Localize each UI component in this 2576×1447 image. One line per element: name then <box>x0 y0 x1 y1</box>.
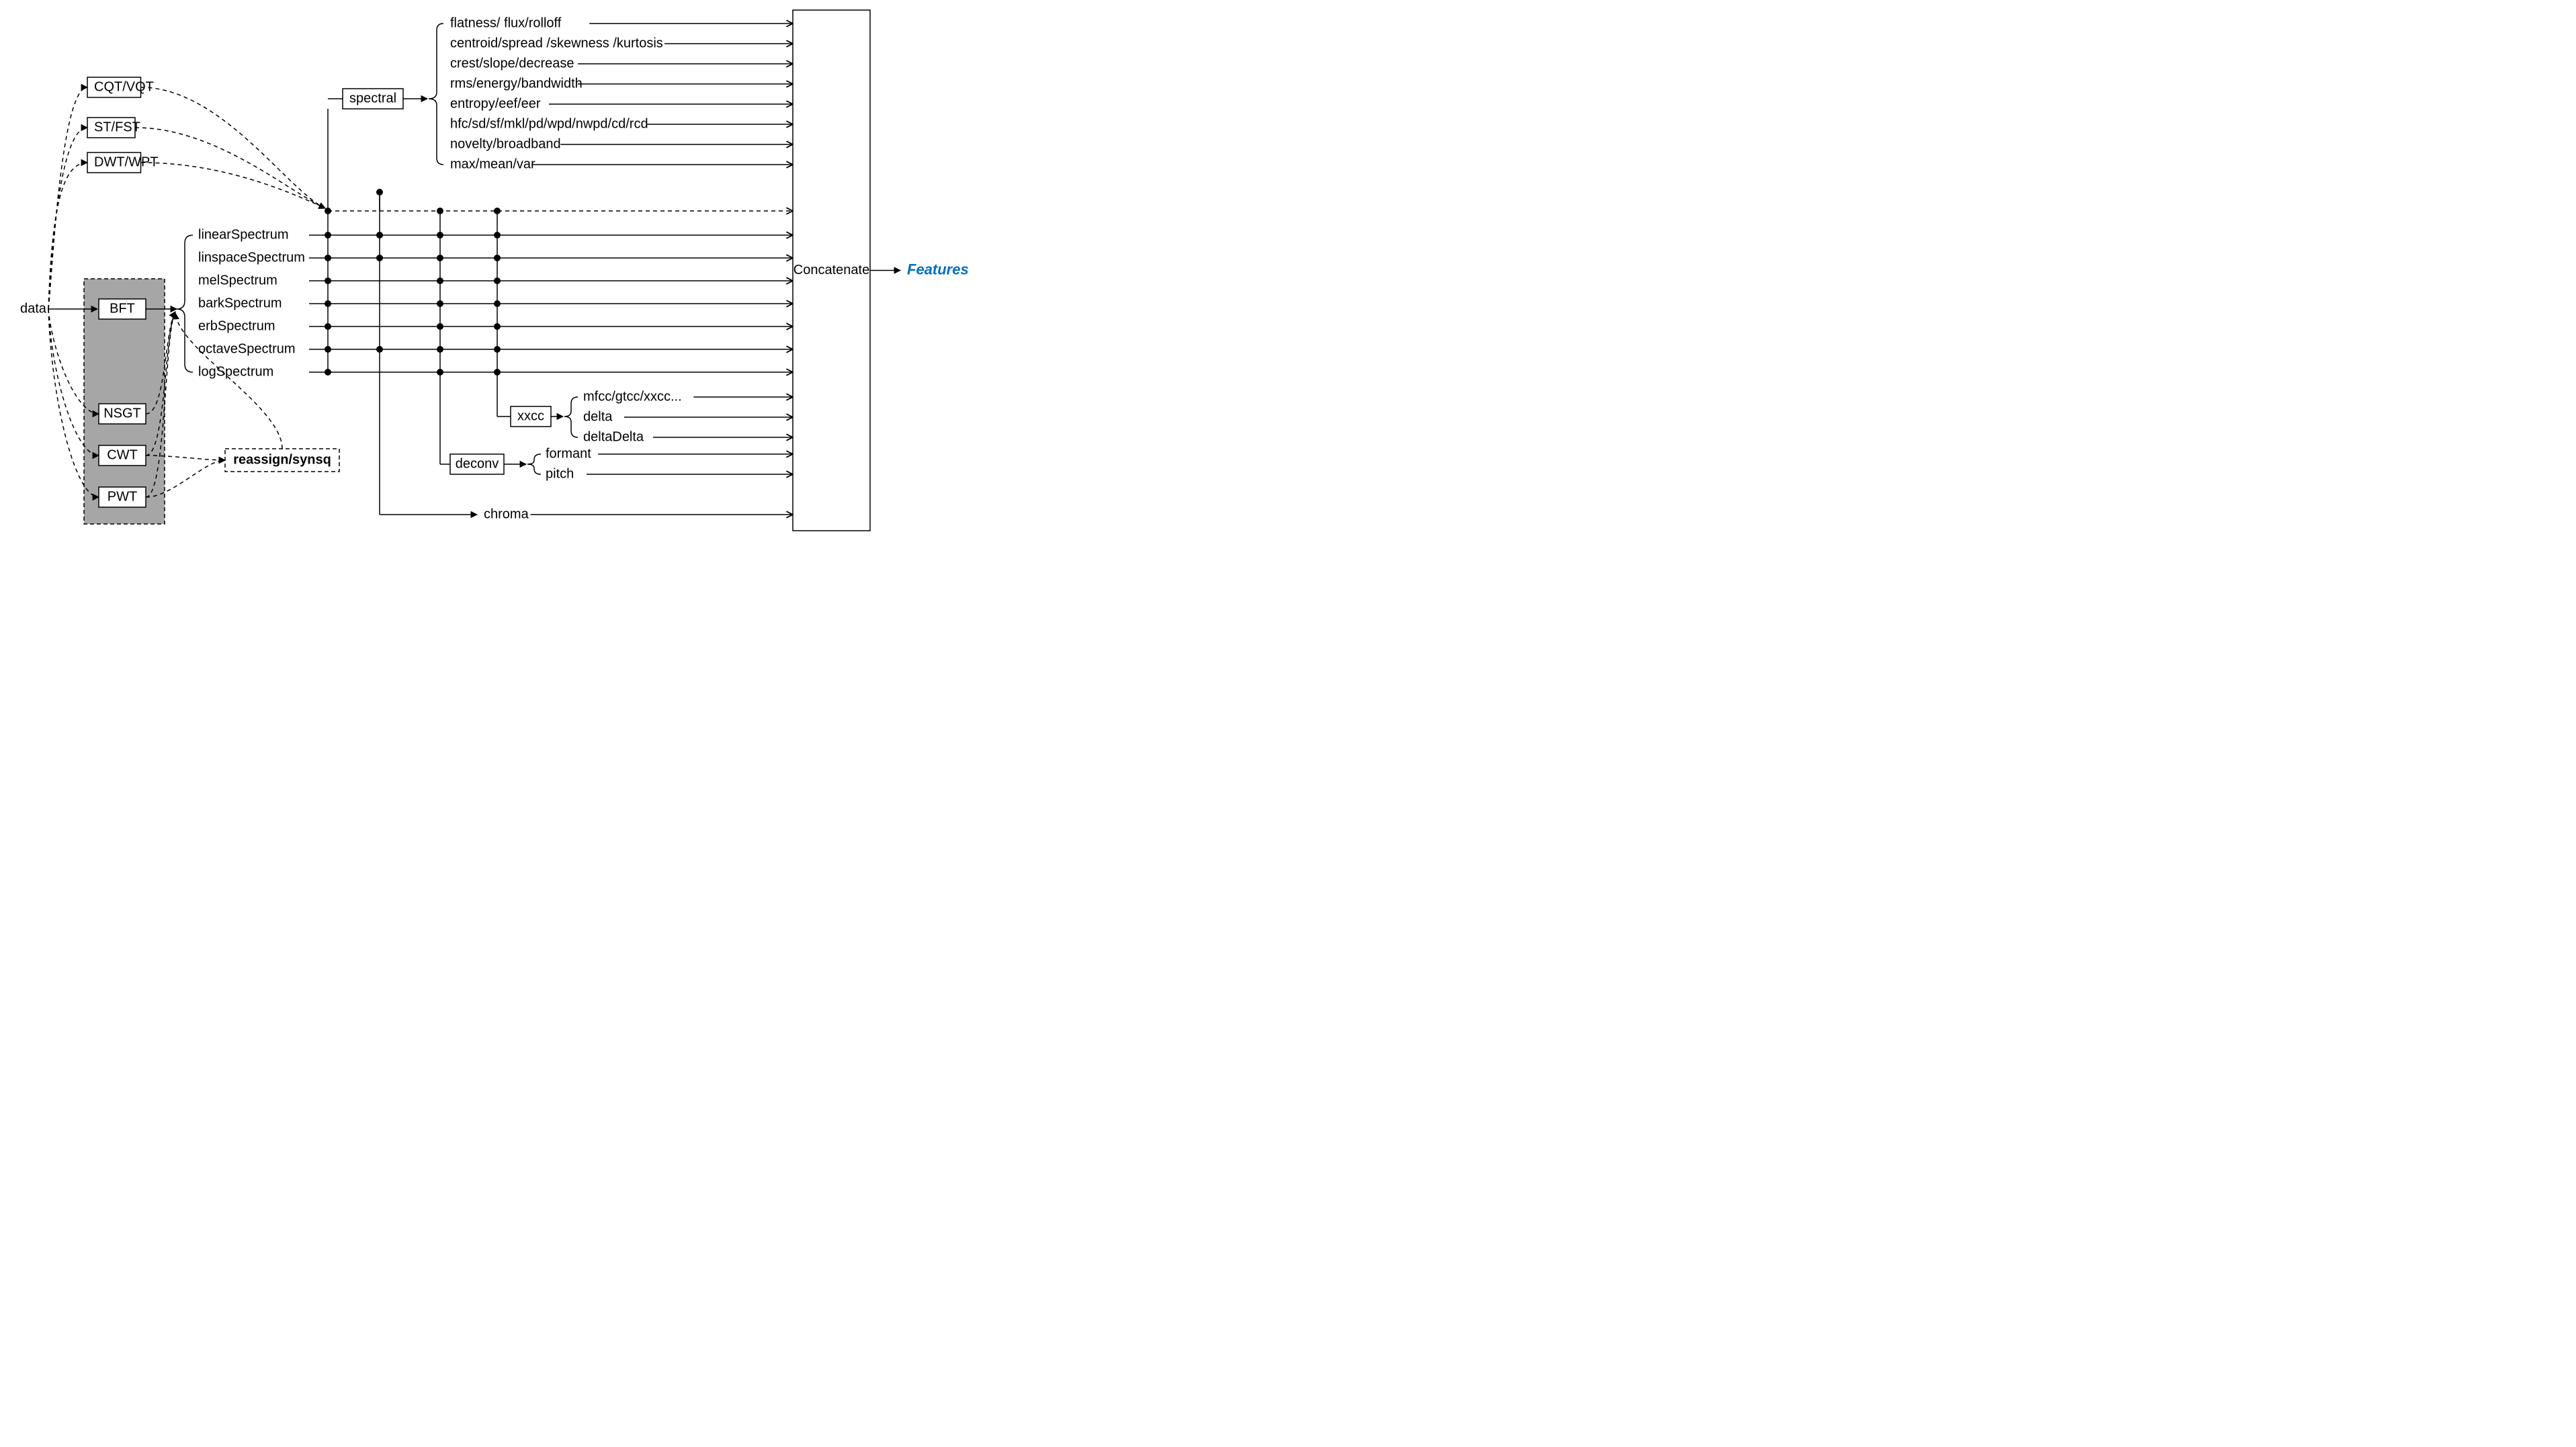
spectrum-label-0: linearSpectrum <box>198 227 289 242</box>
junction-dot <box>437 369 443 376</box>
spectral-feat-1: centroid/spread /skewness /kurtosis <box>450 36 663 50</box>
pwt-label: PWT <box>108 489 137 504</box>
chroma-label: chroma <box>484 507 529 521</box>
connector <box>135 128 325 208</box>
connector <box>48 128 87 309</box>
junction-dot <box>494 255 501 261</box>
bft-label: BFT <box>110 301 135 316</box>
data-label: data <box>20 301 47 316</box>
connector <box>48 87 87 309</box>
nsgt-label: NSGT <box>103 406 141 421</box>
junction-dot <box>376 346 383 353</box>
spectral-label: spectral <box>349 91 396 105</box>
spectral-feat-6: novelty/broadband <box>450 136 561 151</box>
xxcc-label: xxcc <box>517 408 544 423</box>
concat-label: Concatenate <box>793 263 869 277</box>
junction-dot <box>437 323 443 330</box>
junction-dot <box>437 346 443 353</box>
spectral-feat-3: rms/energy/bandwidth <box>450 76 583 91</box>
spectral-feat-4: entropy/eef/eer <box>450 96 541 111</box>
xxcc-out-0: mfcc/gtcc/xxcc... <box>583 389 682 404</box>
xxcc-out-2: deltaDelta <box>583 429 644 444</box>
connector <box>48 163 87 309</box>
junction-dot <box>325 255 331 261</box>
connector <box>177 235 193 372</box>
reassign-label: reassign/synsq <box>233 452 331 467</box>
junction-dot <box>437 208 443 214</box>
spectrum-label-5: octaveSpectrum <box>198 341 296 356</box>
junction-dot <box>376 232 383 238</box>
junction-dot <box>437 300 443 307</box>
junction-dot <box>494 323 501 330</box>
deconv-label: deconv <box>456 456 499 471</box>
junction-dot <box>494 346 501 353</box>
junction-dot <box>325 232 331 238</box>
topbox-label-1: ST/FST <box>94 120 140 134</box>
connector <box>527 454 541 474</box>
junction-dot <box>325 346 331 353</box>
junction-dot <box>437 232 443 238</box>
deconv-out-0: formant <box>546 446 591 461</box>
spectrum-label-1: linspaceSpectrum <box>198 250 305 265</box>
features-label: Features <box>907 261 969 277</box>
spectral-feat-5: hfc/sd/sf/mkl/pd/wpd/nwpd/cd/rcd <box>450 116 648 131</box>
spectral-feat-0: flatness/ flux/rolloff <box>450 15 562 30</box>
junction-dot <box>325 277 331 284</box>
spectrum-label-6: logSpectrum <box>198 364 273 379</box>
spectrum-label-2: melSpectrum <box>198 273 277 288</box>
junction-dot <box>494 232 501 238</box>
connector <box>175 313 282 449</box>
spectrum-label-3: barkSpectrum <box>198 296 282 310</box>
junction-dot <box>437 255 443 261</box>
connector <box>564 397 578 437</box>
spectrum-label-4: erbSpectrum <box>198 318 275 333</box>
connector <box>141 87 326 208</box>
junction-dot <box>376 255 383 261</box>
spectral-feat-2: crest/slope/decrease <box>450 56 574 71</box>
connector <box>429 24 443 165</box>
connector <box>141 163 326 208</box>
junction-dot <box>325 323 331 330</box>
junction-dot <box>494 208 501 214</box>
junction-dot <box>437 277 443 284</box>
deconv-out-1: pitch <box>546 466 574 481</box>
junction-dot <box>494 277 501 284</box>
junction-dot <box>325 369 331 376</box>
topbox-label-2: DWT/WPT <box>94 155 159 169</box>
junction-dot <box>325 300 331 307</box>
topbox-label-0: CQT/VQT <box>94 79 154 94</box>
junction-dot <box>494 369 501 376</box>
spectral-feat-7: max/mean/var <box>450 157 535 171</box>
xxcc-out-1: delta <box>583 409 613 424</box>
junction-dot <box>494 300 501 307</box>
cwt-label: CWT <box>107 447 138 462</box>
